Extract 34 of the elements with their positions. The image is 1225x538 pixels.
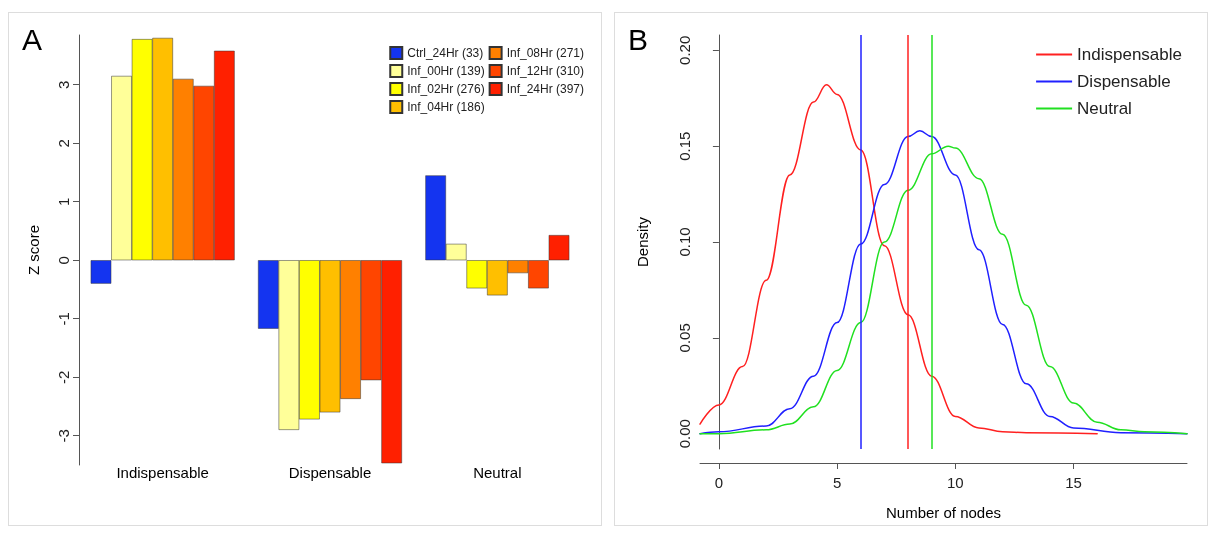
y-tick-label: 0.20 [676, 35, 693, 65]
chart-title: B [628, 22, 649, 56]
legend-label: Inf_00Hr (139) [407, 64, 485, 78]
legend-label: Ctrl_24Hr (33) [407, 46, 484, 60]
x-axis-title: Number of nodes [885, 504, 1002, 521]
x-tick-label: 5 [832, 474, 842, 491]
y-axis-title: Density [634, 216, 651, 268]
y-tick-label: 0.00 [676, 419, 693, 449]
x-tick-label: 10 [946, 474, 964, 491]
y-tick-label: 2 [55, 139, 72, 148]
y-tick-label: 0.10 [676, 227, 693, 257]
y-tick-label: 3 [55, 80, 72, 89]
y-tick-label: -3 [55, 429, 72, 443]
x-tick-label: Neutral [473, 464, 522, 481]
legend-label: Dispensable [1077, 72, 1171, 91]
legend-label: Inf_24Hr (397) [506, 82, 584, 96]
legend-label: Indispensable [1077, 45, 1183, 64]
y-tick-label: 0.15 [676, 131, 693, 161]
legend-label: Neutral [1077, 99, 1132, 118]
chart-title: A [22, 22, 43, 56]
y-tick-label: -1 [55, 312, 72, 326]
legend-label: Inf_04Hr (186) [407, 100, 485, 114]
y-tick-label: 1 [55, 197, 72, 206]
x-tick-label: 0 [714, 474, 724, 491]
y-axis-title: Z score [25, 224, 42, 276]
legend-label: Inf_12Hr (310) [506, 64, 584, 78]
legend-label: Inf_02Hr (276) [407, 82, 485, 96]
x-tick-label: Indispensable [116, 464, 209, 481]
y-tick-label: -2 [55, 370, 72, 384]
y-tick-label: 0 [55, 256, 72, 265]
x-tick-label: Dispensable [288, 464, 372, 481]
x-tick-label: 15 [1065, 474, 1082, 491]
legend-label: Inf_08Hr (271) [506, 46, 584, 60]
y-tick-label: 0.05 [676, 323, 693, 353]
